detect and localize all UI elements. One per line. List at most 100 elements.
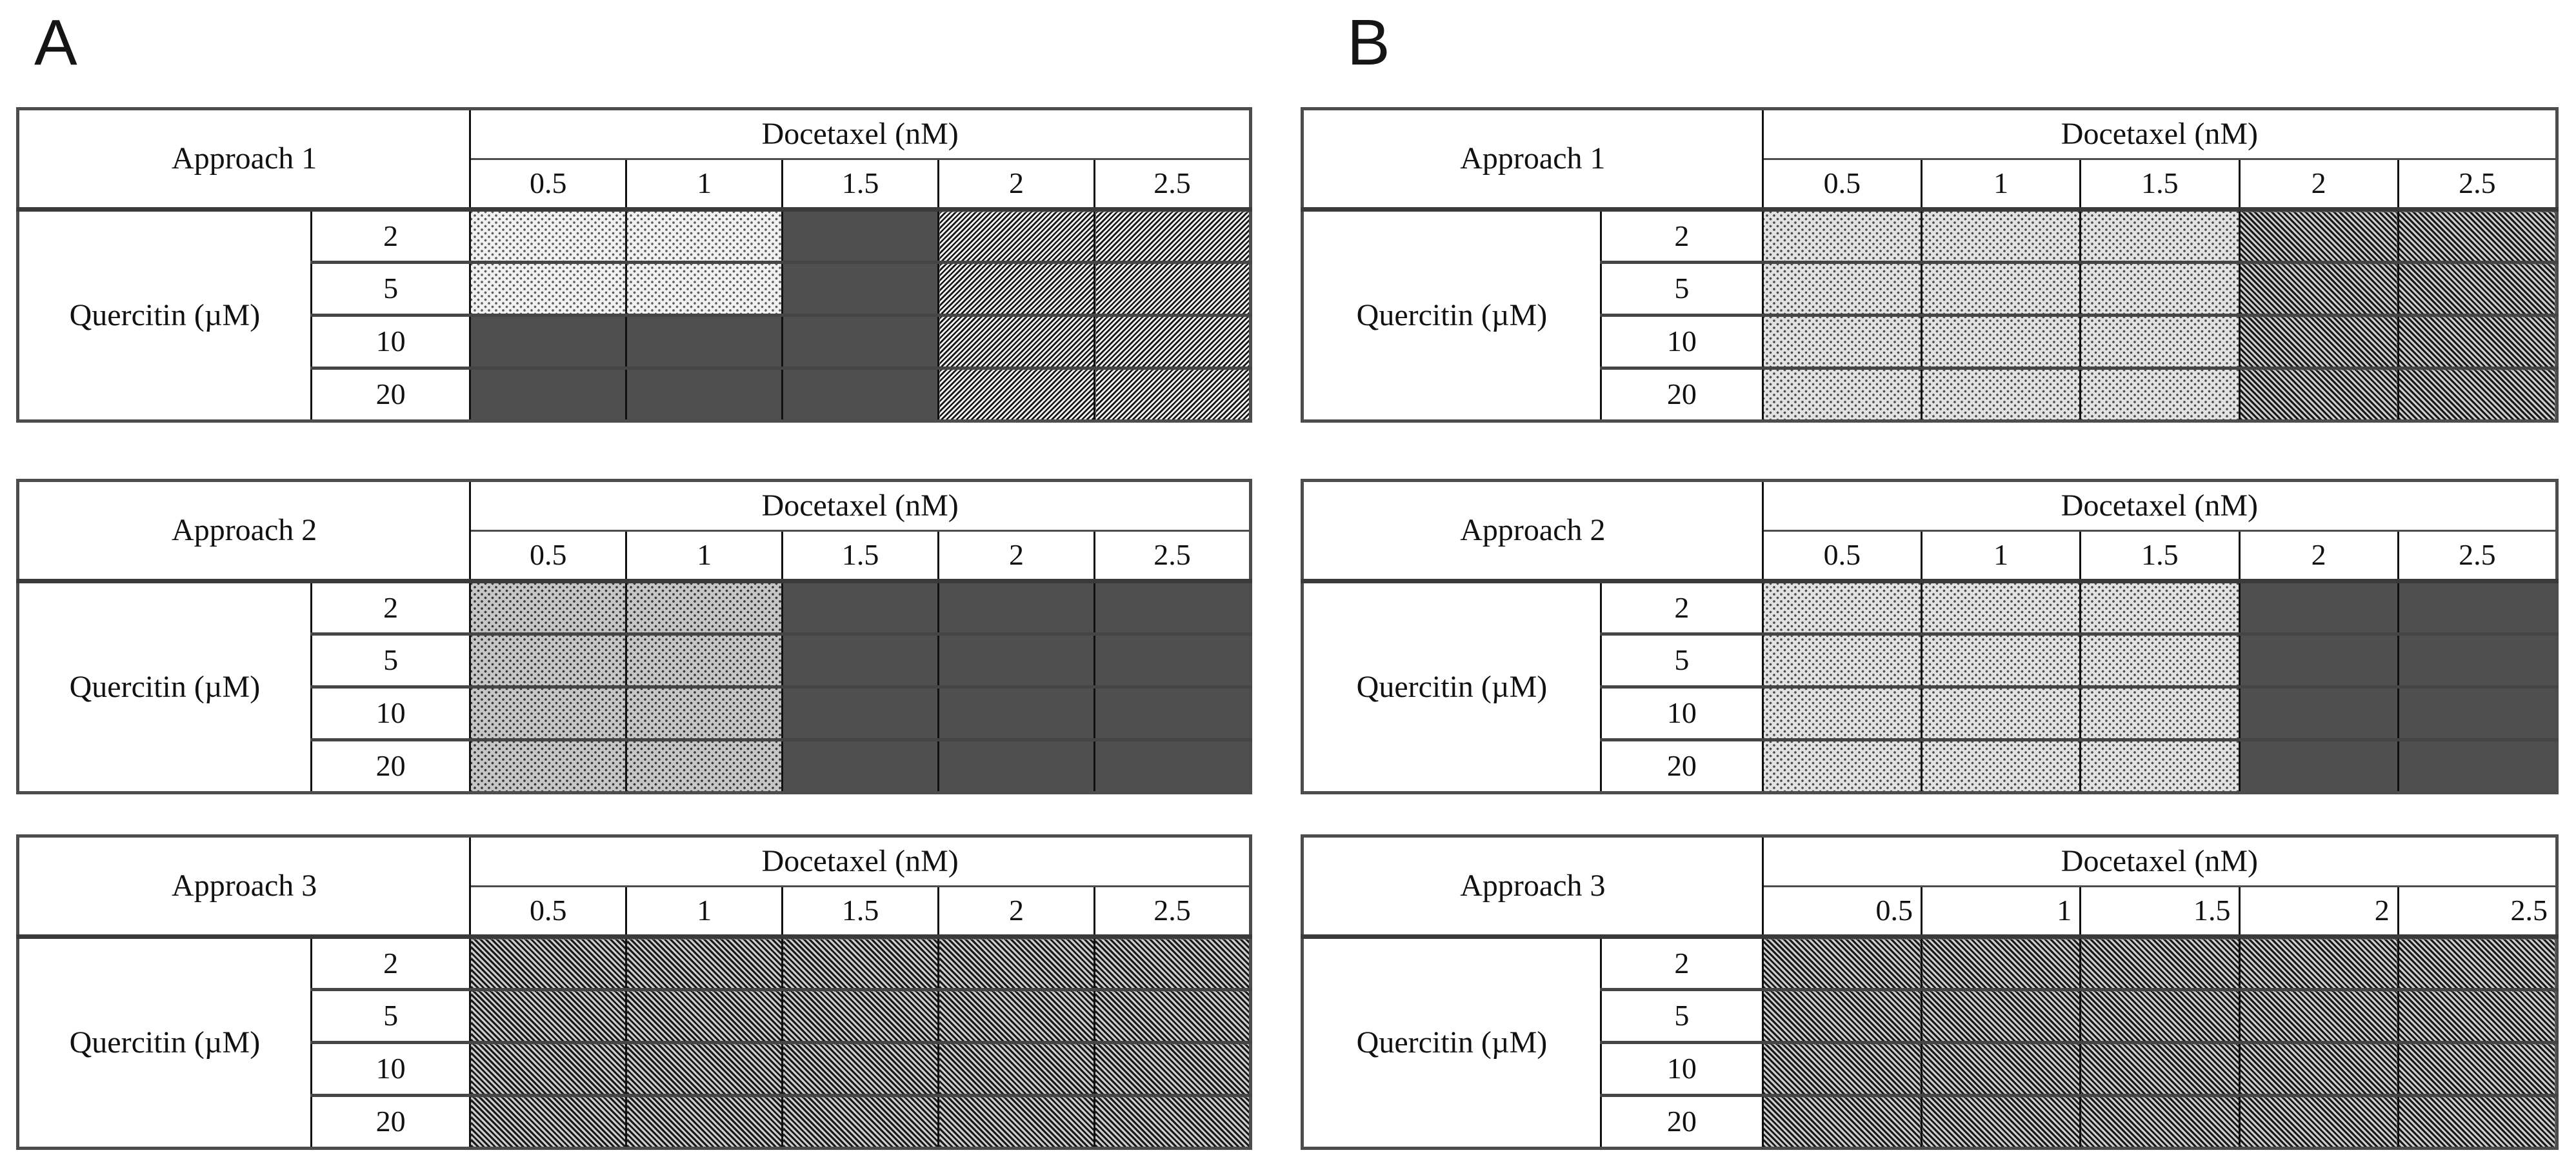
grid-cell-solid-dark — [939, 740, 1095, 793]
grid-cell-dots-gray — [626, 740, 783, 793]
grid-cell-hatch-down — [2398, 263, 2557, 316]
dose-column-header: 2 — [939, 887, 1095, 937]
grid-cell-solid-dark — [2398, 581, 2557, 634]
grid-cell-hatch-down — [2239, 937, 2398, 990]
grid-cell-solid-dark — [783, 687, 939, 740]
grid-cell-dots-light — [2081, 740, 2239, 793]
grid-cell-hatch-down — [783, 937, 939, 990]
dose-row-header: 20 — [1601, 1096, 1762, 1149]
dose-column-header: 1.5 — [2081, 887, 2239, 937]
approach-title: Approach 3 — [1303, 836, 1763, 937]
dose-row-header: 5 — [311, 263, 470, 316]
grid-cell-hatch-down — [2398, 210, 2557, 263]
dose-column-header: 1.5 — [2081, 531, 2239, 581]
grid-cell-dots-gray — [470, 581, 626, 634]
grid-cell-hatch-up — [1095, 210, 1251, 263]
dose-row-header: 2 — [311, 937, 470, 990]
dose-column-header: 1.5 — [783, 159, 939, 210]
grid-cell-hatch-down — [2398, 990, 2557, 1043]
grid-cell-hatch-down — [1762, 1096, 1921, 1149]
drug-axis-label: Docetaxel (nM) — [470, 481, 1251, 531]
grid-cell-dots-light — [1762, 740, 1921, 793]
grid-cell-solid-dark — [1095, 687, 1251, 740]
dose-column-header: 2.5 — [1095, 159, 1251, 210]
approach-title: Approach 1 — [1303, 109, 1763, 210]
grid-cell-dots-light — [1762, 687, 1921, 740]
dose-column-header: 0.5 — [1762, 159, 1921, 210]
grid-cell-solid-dark — [626, 368, 783, 421]
dose-column-header: 2 — [939, 531, 1095, 581]
grid-cell-hatch-down — [2239, 990, 2398, 1043]
grid-cell-dots-gray — [626, 581, 783, 634]
dose-row-header: 10 — [311, 1043, 470, 1096]
grid-cell-hatch-up — [1095, 368, 1251, 421]
quercitin-axis-label: Quercitin (µM) — [18, 210, 312, 421]
grid-cell-hatch-down — [1922, 1043, 2081, 1096]
synergy-table-B-approach-3: Approach 3Docetaxel (nM)0.511.522.5Querc… — [1301, 834, 2559, 1150]
grid-cell-hatch-down — [2239, 263, 2398, 316]
grid-cell-solid-dark — [626, 316, 783, 368]
grid-cell-hatch-down — [1095, 1043, 1251, 1096]
grid-cell-hatch-down — [2398, 368, 2557, 421]
panel-B: BApproach 1Docetaxel (nM)0.511.522.5Quer… — [1301, 0, 2559, 1157]
grid-cell-solid-dark — [783, 263, 939, 316]
dose-row-header: 20 — [1601, 740, 1762, 793]
dose-row-header: 10 — [1601, 687, 1762, 740]
grid-cell-hatch-down — [1095, 937, 1251, 990]
grid-cell-hatch-down — [1762, 990, 1921, 1043]
grid-cell-dots-lightest — [470, 263, 626, 316]
grid-cell-dots-light — [1922, 687, 2081, 740]
approach-title: Approach 3 — [18, 836, 470, 937]
grid-cell-hatch-down — [939, 937, 1095, 990]
grid-cell-hatch-down — [470, 1043, 626, 1096]
grid-cell-hatch-down — [2398, 937, 2557, 990]
dose-row-header: 5 — [1601, 634, 1762, 687]
panel-A: AApproach 1Docetaxel (nM)0.511.522.5Quer… — [16, 0, 1252, 1157]
grid-cell-hatch-down — [2239, 368, 2398, 421]
dose-column-header: 0.5 — [470, 531, 626, 581]
grid-cell-hatch-down — [2398, 316, 2557, 368]
drug-axis-label: Docetaxel (nM) — [1762, 836, 2557, 887]
grid-cell-hatch-down — [2239, 1096, 2398, 1149]
grid-cell-solid-dark — [1095, 634, 1251, 687]
grid-cell-hatch-down — [1762, 1043, 1921, 1096]
grid-cell-dots-light — [1762, 581, 1921, 634]
grid-cell-solid-dark — [2398, 740, 2557, 793]
grid-cell-hatch-down — [939, 990, 1095, 1043]
grid-cell-hatch-down — [783, 1043, 939, 1096]
dose-column-header: 1 — [626, 159, 783, 210]
synergy-table-A-approach-3: Approach 3Docetaxel (nM)0.511.522.5Querc… — [16, 834, 1252, 1150]
synergy-table-A-approach-2: Approach 2Docetaxel (nM)0.511.522.5Querc… — [16, 479, 1252, 794]
quercitin-axis-label: Quercitin (µM) — [1303, 581, 1601, 793]
grid-cell-hatch-down — [2081, 990, 2239, 1043]
dose-column-header: 1 — [1922, 531, 2081, 581]
dose-row-header: 2 — [1601, 937, 1762, 990]
dose-column-header: 1.5 — [783, 887, 939, 937]
grid-cell-dots-light — [2081, 581, 2239, 634]
grid-cell-hatch-up — [1095, 316, 1251, 368]
grid-cell-solid-dark — [783, 634, 939, 687]
dose-column-header: 2 — [2239, 531, 2398, 581]
grid-cell-hatch-down — [470, 937, 626, 990]
synergy-table-B-approach-1: Approach 1Docetaxel (nM)0.511.522.5Querc… — [1301, 107, 2559, 423]
grid-cell-hatch-down — [939, 1096, 1095, 1149]
grid-cell-dots-light — [1922, 263, 2081, 316]
synergy-table-B-approach-2: Approach 2Docetaxel (nM)0.511.522.5Querc… — [1301, 479, 2559, 794]
grid-cell-hatch-down — [470, 1096, 626, 1149]
grid-cell-dots-light — [1922, 316, 2081, 368]
grid-cell-hatch-down — [2239, 1043, 2398, 1096]
dose-row-header: 20 — [1601, 368, 1762, 421]
dose-row-header: 5 — [311, 634, 470, 687]
drug-axis-label: Docetaxel (nM) — [470, 109, 1251, 159]
grid-cell-hatch-up — [939, 368, 1095, 421]
dose-column-header: 2.5 — [1095, 531, 1251, 581]
grid-cell-hatch-down — [626, 990, 783, 1043]
grid-cell-hatch-down — [2239, 210, 2398, 263]
grid-cell-hatch-down — [626, 937, 783, 990]
grid-cell-dots-gray — [626, 687, 783, 740]
dose-column-header: 1 — [1922, 887, 2081, 937]
grid-cell-solid-dark — [939, 687, 1095, 740]
quercitin-axis-label: Quercitin (µM) — [18, 581, 312, 793]
grid-cell-dots-gray — [626, 634, 783, 687]
quercitin-axis-label: Quercitin (µM) — [1303, 210, 1601, 421]
